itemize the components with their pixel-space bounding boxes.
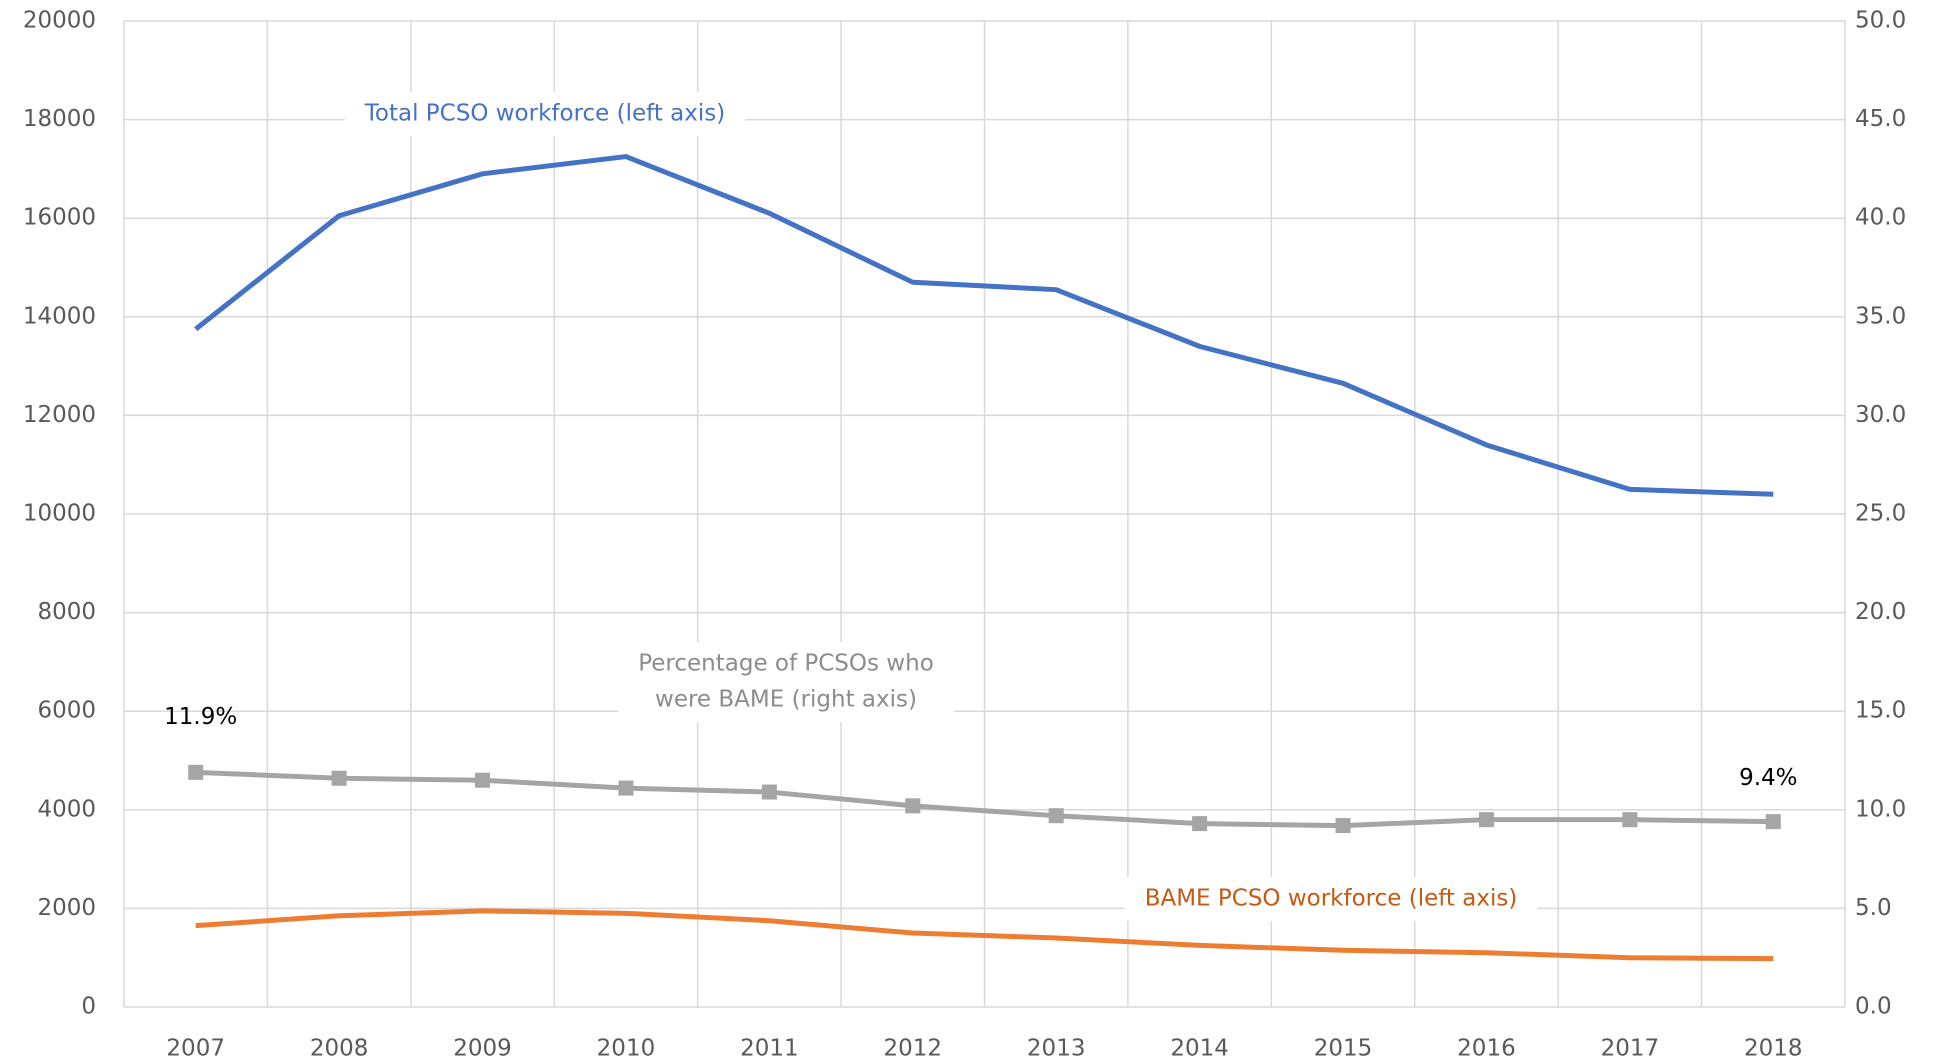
y2-tick-label: 35.0 (1855, 303, 1906, 329)
marker (1335, 818, 1351, 834)
y2-tick-label: 25.0 (1855, 501, 1906, 527)
y-tick-label: 12000 (23, 402, 96, 428)
y2-tick-label: 0.0 (1855, 994, 1892, 1020)
y2-tick-label: 50.0 (1855, 8, 1906, 34)
annotation-background (618, 642, 954, 722)
data-label: 9.4% (1739, 765, 1797, 791)
series-line (195, 908, 1774, 962)
y2-tick-label: 15.0 (1855, 698, 1906, 724)
x-tick-label: 2013 (1027, 1036, 1086, 1062)
y-tick-label: 20000 (23, 8, 96, 34)
y2-tick-label: 30.0 (1855, 402, 1906, 428)
annotation: Percentage of PCSOs who (638, 651, 934, 677)
x-tick-label: 2011 (740, 1036, 799, 1062)
x-tick-label: 2016 (1457, 1036, 1516, 1062)
y2-tick-label: 40.0 (1855, 205, 1906, 231)
marker (1192, 816, 1208, 832)
annotation-background (344, 92, 746, 136)
marker (331, 770, 347, 786)
marker (1622, 812, 1638, 828)
y-tick-label: 16000 (23, 205, 96, 231)
x-tick-label: 2014 (1170, 1036, 1229, 1062)
y2-tick-label: 20.0 (1855, 599, 1906, 625)
annotation-background (1124, 877, 1538, 921)
x-tick-label: 2007 (166, 1036, 225, 1062)
data-label: 11.9% (164, 704, 237, 730)
series-line (195, 769, 1774, 829)
x-tick-label: 2017 (1601, 1036, 1660, 1062)
y2-tick-label: 5.0 (1855, 895, 1892, 921)
marker (1478, 812, 1494, 828)
x-tick-label: 2008 (310, 1036, 369, 1062)
series-line (194, 154, 1774, 497)
marker (1765, 814, 1781, 830)
y-tick-label: 14000 (23, 303, 96, 329)
y2-tick-label: 45.0 (1855, 106, 1906, 132)
annotation: Total PCSO workforce (left axis) (364, 101, 725, 127)
y-tick-label: 4000 (37, 796, 96, 822)
y-tick-label: 0 (81, 994, 96, 1020)
y2-tick-label: 10.0 (1855, 796, 1906, 822)
x-tick-label: 2015 (1314, 1036, 1373, 1062)
y-tick-label: 8000 (37, 599, 96, 625)
y-tick-label: 10000 (23, 501, 96, 527)
marker (188, 764, 204, 780)
x-tick-label: 2018 (1744, 1036, 1803, 1062)
x-tick-label: 2009 (453, 1036, 512, 1062)
annotation: BAME PCSO workforce (left axis) (1145, 886, 1518, 912)
marker (475, 772, 491, 788)
x-tick-label: 2012 (884, 1036, 943, 1062)
annotation: were BAME (right axis) (655, 687, 917, 713)
marker (618, 780, 634, 796)
marker (761, 784, 777, 800)
y-tick-label: 2000 (37, 895, 96, 921)
y-tick-label: 18000 (23, 106, 96, 132)
y-tick-label: 6000 (37, 698, 96, 724)
marker (1048, 808, 1064, 824)
x-tick-label: 2010 (597, 1036, 656, 1062)
marker (905, 798, 921, 814)
